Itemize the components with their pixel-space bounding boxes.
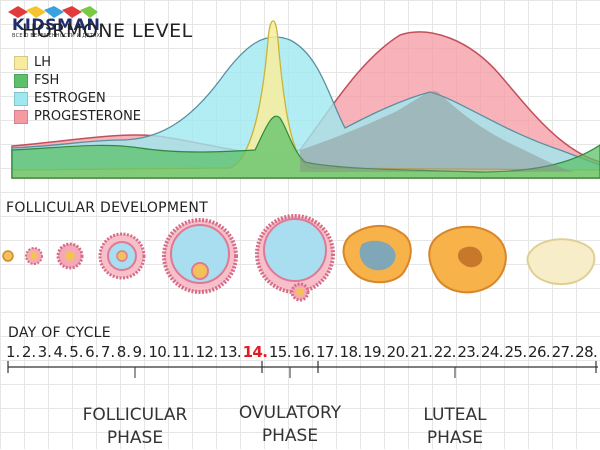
estrogen-curve (11, 36, 600, 179)
day-number: 21. (410, 343, 433, 361)
follicle-5 (162, 218, 238, 294)
day-numbers: 1. 2. 3. 4. 5. 6. 7. 8. 9. 10. 11. 12. 13. 14. 15. 16. 1… (6, 343, 598, 365)
day-number: 23. (457, 343, 480, 361)
day-number: 15. (268, 343, 292, 361)
day-number: 26. (528, 343, 551, 361)
fsh-curve (11, 115, 600, 179)
phase-line2: PHASE (106, 428, 164, 448)
legend-item-estrogen: ESTROGEN (14, 90, 141, 108)
day-number: 1. (6, 343, 21, 361)
day-number: 2. (21, 343, 37, 361)
day-number: 8. (116, 343, 131, 361)
day-number: 19. (363, 343, 386, 361)
day-of-cycle-label: DAY OF CYCLE (8, 325, 111, 341)
corpus-albicans (526, 238, 596, 286)
day-number: 25. (504, 343, 527, 361)
follicle-4 (98, 232, 146, 280)
phase-line2: PHASE (261, 426, 319, 446)
day-number: 7. (100, 343, 116, 361)
day-number: 6. (85, 343, 100, 361)
phase-luteal: LUTEAL PHASE (395, 404, 515, 450)
follicular-development-label: FOLLICULAR DEVELOPMENT (6, 200, 209, 216)
day-number: 9. (132, 343, 147, 361)
day-number: 27. (551, 343, 575, 361)
day-number: 12. (195, 343, 218, 361)
legend-item-progesterone: PROGESTERONE (14, 108, 141, 126)
phase-line1: FOLLICULAR (82, 405, 188, 425)
estrogen-swatch (14, 92, 28, 106)
corpus-luteum-1 (342, 224, 412, 284)
legend-label: ESTROGEN (34, 91, 106, 106)
day-number: 28. (575, 343, 598, 361)
logo-name: KIDSMAN (12, 15, 101, 34)
day-number: 10. (148, 343, 171, 361)
day-number: 16. (292, 343, 315, 361)
day-number: 18. (339, 343, 363, 361)
legend-item-lh: LH (14, 54, 141, 72)
legend: LH FSH ESTROGEN PROGESTERONE (14, 54, 141, 126)
phase-line1: LUTEAL (423, 405, 487, 425)
phase-line1: OVULATORY (238, 403, 342, 423)
legend-label: LH (34, 55, 52, 70)
follicle-1 (2, 250, 14, 262)
legend-label: PROGESTERONE (34, 109, 142, 124)
kidsman-logo: KIDSMAN ВСЕ О БЕРЕМЕННОСТИ И ДЕТЯХ (4, 6, 101, 39)
day-number: 17. (315, 343, 339, 361)
day-number: 13. (219, 343, 242, 361)
day-number: 3. (37, 343, 52, 361)
day-number: 14. (242, 343, 268, 361)
progesterone-swatch (14, 110, 28, 124)
day-number: 22. (433, 343, 457, 361)
legend-label: FSH (34, 73, 60, 88)
phase-ovulatory: OVULATORY PHASE (222, 402, 358, 448)
hormone-level-title: HORMONE LEVEL (22, 20, 193, 42)
day-number: 5. (69, 343, 84, 361)
logo-mark (8, 6, 98, 18)
legend-item-fsh: FSH (14, 72, 141, 90)
day-number: 24. (480, 343, 504, 361)
day-number: 11. (171, 343, 195, 361)
follicle-3 (56, 242, 84, 270)
logo-tagline: ВСЕ О БЕРЕМЕННОСТИ И ДЕТЯХ (12, 33, 101, 39)
day-number: 4. (53, 343, 68, 361)
lh-swatch (14, 56, 28, 70)
fsh-swatch (14, 74, 28, 88)
overlap-area (300, 91, 575, 172)
corpus-luteum-2 (428, 225, 507, 294)
follicle-6 (255, 214, 335, 302)
phase-follicular: FOLLICULAR PHASE (60, 404, 210, 450)
phase-line2: PHASE (426, 428, 484, 448)
day-number: 20. (386, 343, 410, 361)
follicle-2 (25, 247, 43, 265)
